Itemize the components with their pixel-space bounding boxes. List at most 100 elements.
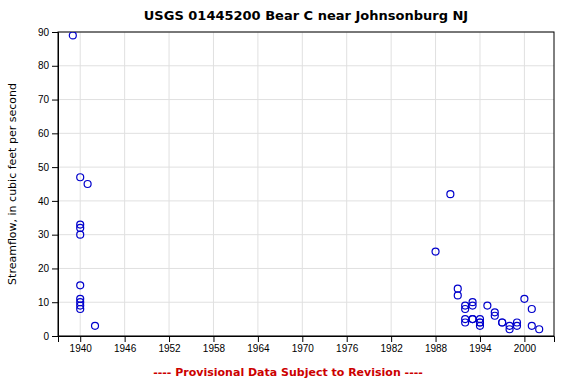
point <box>84 181 91 188</box>
point <box>484 302 491 309</box>
plot: 1940 1946 1952 1958 1964 1970 1976 1982 1988 1994… <box>38 27 555 354</box>
grid-line-x <box>124 32 125 336</box>
point <box>491 312 498 319</box>
tick: 1970 <box>292 336 315 354</box>
tick-mark <box>52 336 58 337</box>
grid-line-x <box>524 32 525 336</box>
grid-line-x <box>435 32 436 336</box>
tick-mark <box>52 268 58 269</box>
tick: 1964 <box>247 336 270 354</box>
grid-line-y <box>58 302 554 303</box>
tick-label: 1946 <box>114 343 137 354</box>
point <box>77 174 84 181</box>
grid-line-y <box>58 268 554 269</box>
grid-line-x <box>302 32 303 336</box>
tick: 20 <box>38 263 58 274</box>
tick: 10 <box>38 297 58 308</box>
grid-line-x <box>391 32 392 336</box>
tick-label: 10 <box>38 297 50 308</box>
tick-mark <box>52 235 58 236</box>
tick-mark <box>125 336 126 342</box>
tick-mark <box>436 336 437 342</box>
tick-label: 80 <box>38 60 50 71</box>
tick-label: 0 <box>43 331 49 342</box>
tick-label: 70 <box>38 94 50 105</box>
tick-label: 90 <box>38 27 50 38</box>
tick-label: 1952 <box>158 343 181 354</box>
tick: 60 <box>38 128 58 139</box>
grid-line-y <box>58 234 554 235</box>
tick: 1946 <box>114 336 137 354</box>
grid-line-x <box>479 32 480 336</box>
points <box>69 32 542 333</box>
tick-label: 30 <box>38 229 50 240</box>
point <box>499 319 506 326</box>
tick: 70 <box>38 94 58 105</box>
tick: 0 <box>43 331 58 342</box>
y-axis-title: Streamflow, in cubic feet per second <box>6 83 19 285</box>
tick-mark <box>52 32 58 33</box>
title: USGS 01445200 Bear C near Johnsonburg NJ <box>144 8 468 23</box>
tick-label: 1964 <box>247 343 270 354</box>
point <box>77 305 84 312</box>
tick: 1952 <box>158 336 181 354</box>
tick-label: 60 <box>38 128 50 139</box>
tick-label: 1970 <box>292 343 315 354</box>
tick-mark <box>347 336 348 342</box>
tick: 90 <box>38 27 58 38</box>
tick-mark <box>524 336 525 342</box>
point <box>77 231 84 238</box>
tick-label: 1988 <box>425 343 448 354</box>
tick: 40 <box>38 196 58 207</box>
axis-line <box>59 337 555 343</box>
point <box>462 305 469 312</box>
point <box>77 224 84 231</box>
point <box>476 322 483 329</box>
grid-line-y <box>58 99 554 100</box>
grid-line-y <box>58 133 554 134</box>
tick-mark <box>52 167 58 168</box>
tick-mark <box>52 133 58 134</box>
grid-line-x <box>80 32 81 336</box>
point <box>521 295 528 302</box>
tick: 2000 <box>514 336 537 354</box>
point <box>528 322 535 329</box>
tick: 30 <box>38 229 58 240</box>
grid-line-x <box>257 32 258 336</box>
point <box>469 316 476 323</box>
tick-label: 2000 <box>514 343 537 354</box>
tick: 1958 <box>203 336 226 354</box>
grid-line-x <box>169 32 170 336</box>
point <box>454 292 461 299</box>
point <box>469 316 476 323</box>
tick-mark <box>213 336 214 342</box>
point <box>499 319 506 326</box>
tick-label: 1994 <box>469 343 492 354</box>
grid <box>58 32 554 336</box>
tick-mark <box>480 336 481 342</box>
point <box>536 326 543 333</box>
tick-mark <box>169 336 170 342</box>
tick-mark <box>52 66 58 67</box>
grid-line-y <box>58 65 554 66</box>
point <box>454 285 461 292</box>
point <box>506 326 513 333</box>
tick-label: 20 <box>38 263 50 274</box>
tick: 1976 <box>336 336 359 354</box>
chart: 1940 1946 1952 1958 1964 1970 1976 1982 1988 1994… <box>0 0 576 384</box>
tick-mark <box>258 336 259 342</box>
tick-mark <box>302 336 303 342</box>
tick-label: 50 <box>38 162 50 173</box>
tick-label: 1940 <box>70 343 93 354</box>
tick: 1994 <box>469 336 492 354</box>
tick-mark <box>80 336 81 342</box>
point <box>528 305 535 312</box>
tick-label: 1958 <box>203 343 226 354</box>
tick: 1982 <box>381 336 404 354</box>
tick: 80 <box>38 60 58 71</box>
grid-line-y <box>58 167 554 168</box>
grid-line-x <box>213 32 214 336</box>
grid-line-y <box>58 200 554 201</box>
tick-mark <box>391 336 392 342</box>
point <box>92 322 99 329</box>
